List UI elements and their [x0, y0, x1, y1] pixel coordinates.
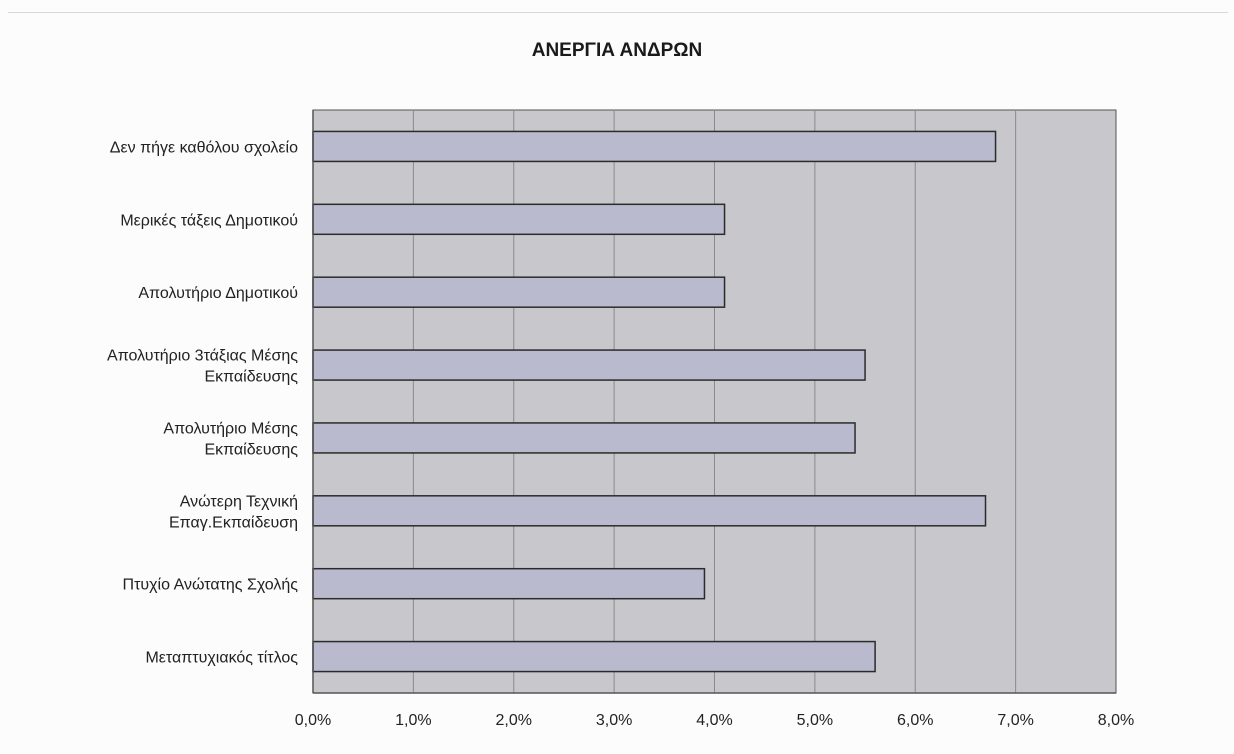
category-labels: Δεν πήγε καθόλου σχολείο Μερικές τάξεις Δ…	[107, 139, 298, 666]
bar	[312, 276, 726, 308]
x-axis-tick-labels: 0,0% 1,0% 2,0% 3,0% 4,0% 5,0% 6,0% 7,0% 8,0%	[295, 712, 1134, 729]
bar	[312, 567, 706, 600]
category-label: Πτυχίο Ανώτατης Σχολής	[123, 577, 299, 594]
bar	[312, 495, 987, 527]
x-tick-label: 3,0%	[596, 712, 632, 729]
category-label: Απολυτήριο 3τάξιας Μέσης Εκπαίδευσης	[107, 348, 298, 386]
category-label: Μερικές τάξεις Δημοτικού	[120, 212, 298, 229]
category-label: Δεν πήγε καθόλου σχολείο	[110, 139, 298, 156]
x-tick-label: 0,0%	[295, 712, 331, 729]
bars	[312, 130, 997, 673]
bar	[312, 640, 876, 673]
chart-frame	[8, 12, 1228, 749]
x-tick-label: 1,0%	[395, 712, 431, 729]
x-tick-label: 5,0%	[797, 712, 833, 729]
x-tick-label: 4,0%	[696, 712, 732, 729]
x-tick-label: 7,0%	[997, 712, 1033, 729]
x-tick-label: 6,0%	[897, 712, 933, 729]
bar	[312, 422, 856, 454]
x-tick-label: 8,0%	[1098, 712, 1134, 729]
bar	[312, 349, 866, 381]
category-label: Μεταπτυχιακός τίτλος	[145, 650, 298, 667]
category-label: Ανώτερη Τεχνική Επαγ.Εκπαίδευση	[169, 493, 298, 531]
bar	[312, 203, 726, 236]
category-label: Απολυτήριο Δημοτικού	[138, 285, 298, 302]
bar	[312, 130, 997, 163]
category-label: Απολυτήριο Μέσης Εκπαίδευσης	[163, 420, 298, 458]
x-tick-label: 2,0%	[496, 712, 532, 729]
chart-title: ΑΝΕΡΓΙΑ ΑΝΔΡΩΝ	[531, 40, 703, 61]
